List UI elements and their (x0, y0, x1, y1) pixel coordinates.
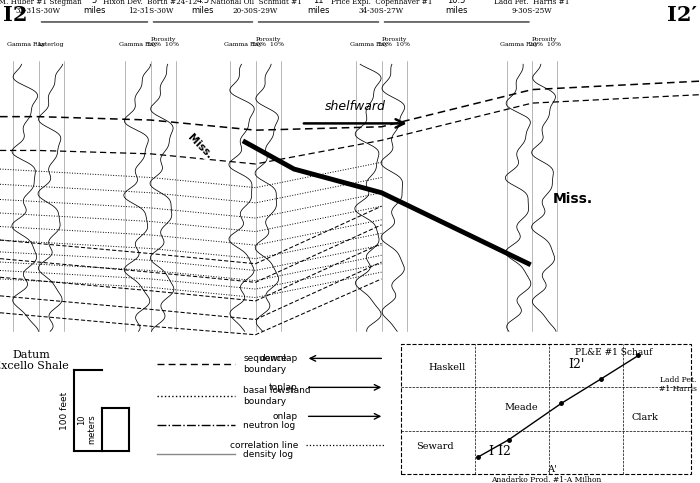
Text: Clark: Clark (631, 413, 658, 422)
Text: I2: I2 (4, 5, 28, 25)
Text: I2': I2' (568, 358, 585, 370)
Text: toplap: toplap (270, 383, 298, 392)
Text: 10.5
miles: 10.5 miles (445, 0, 468, 15)
Text: A': A' (547, 466, 557, 474)
Text: onlap: onlap (273, 412, 298, 421)
Text: Porosity
20%  10%: Porosity 20% 10% (252, 37, 284, 47)
Text: 11
miles: 11 miles (307, 0, 330, 15)
Text: Meade: Meade (505, 403, 538, 412)
Text: Ladd Pet.
#1 Harris: Ladd Pet. #1 Harris (659, 376, 697, 393)
Text: 4.5
miles: 4.5 miles (192, 0, 214, 15)
Text: Laterlog: Laterlog (38, 43, 64, 47)
Text: Porosity
20%  10%: Porosity 20% 10% (528, 37, 561, 47)
Text: Ladd Pet.  Harris #1
9-30S-25W: Ladd Pet. Harris #1 9-30S-25W (494, 0, 570, 15)
Text: basal lowstand
boundary: basal lowstand boundary (243, 386, 311, 406)
Text: J.M. Huber #1 Stegman
33-31S-30W: J.M. Huber #1 Stegman 33-31S-30W (0, 0, 83, 15)
Text: sequence
boundary: sequence boundary (243, 355, 287, 374)
Text: Gamma Ray: Gamma Ray (500, 43, 538, 47)
Text: I I2: I I2 (489, 445, 511, 457)
Text: 100 feet: 100 feet (60, 391, 69, 430)
Text: Gamma Ray: Gamma Ray (350, 43, 388, 47)
Text: Price Expl.  Copenhaver #1
34-30S-27W: Price Expl. Copenhaver #1 34-30S-27W (330, 0, 433, 15)
Text: Miss.: Miss. (186, 133, 214, 161)
Text: Gamma Ray: Gamma Ray (224, 43, 262, 47)
Text: National Oil  Schmidt #1
20-30S-29W: National Oil Schmidt #1 20-30S-29W (209, 0, 302, 15)
Text: Haskell: Haskell (429, 363, 466, 371)
Text: Porosity
20%  10%: Porosity 20% 10% (378, 37, 410, 47)
Text: Porosity
20%  10%: Porosity 20% 10% (147, 37, 179, 47)
Text: PL&E #1 Schauf: PL&E #1 Schauf (575, 348, 652, 357)
Text: 10
meters: 10 meters (76, 414, 96, 444)
Text: Anadarko Prod. #1-A Milhon: Anadarko Prod. #1-A Milhon (491, 476, 601, 483)
Text: Seward: Seward (416, 442, 454, 451)
Text: Miss.: Miss. (553, 193, 593, 206)
Text: downlap: downlap (260, 354, 298, 363)
Text: 5
miles: 5 miles (83, 0, 106, 15)
Text: Gamma Ray: Gamma Ray (7, 43, 45, 47)
Text: density log: density log (243, 450, 293, 458)
Text: Datum
Excello Shale: Datum Excello Shale (0, 350, 69, 371)
Text: Gamma Ray: Gamma Ray (119, 43, 157, 47)
Text: correlation line: correlation line (230, 441, 298, 450)
Text: Hixon Dev.  Borth #24-12
12-31S-30W: Hixon Dev. Borth #24-12 12-31S-30W (104, 0, 197, 15)
Text: shelfward: shelfward (325, 100, 386, 113)
Text: neutron log: neutron log (243, 421, 295, 429)
Text: I2′: I2′ (666, 5, 696, 25)
